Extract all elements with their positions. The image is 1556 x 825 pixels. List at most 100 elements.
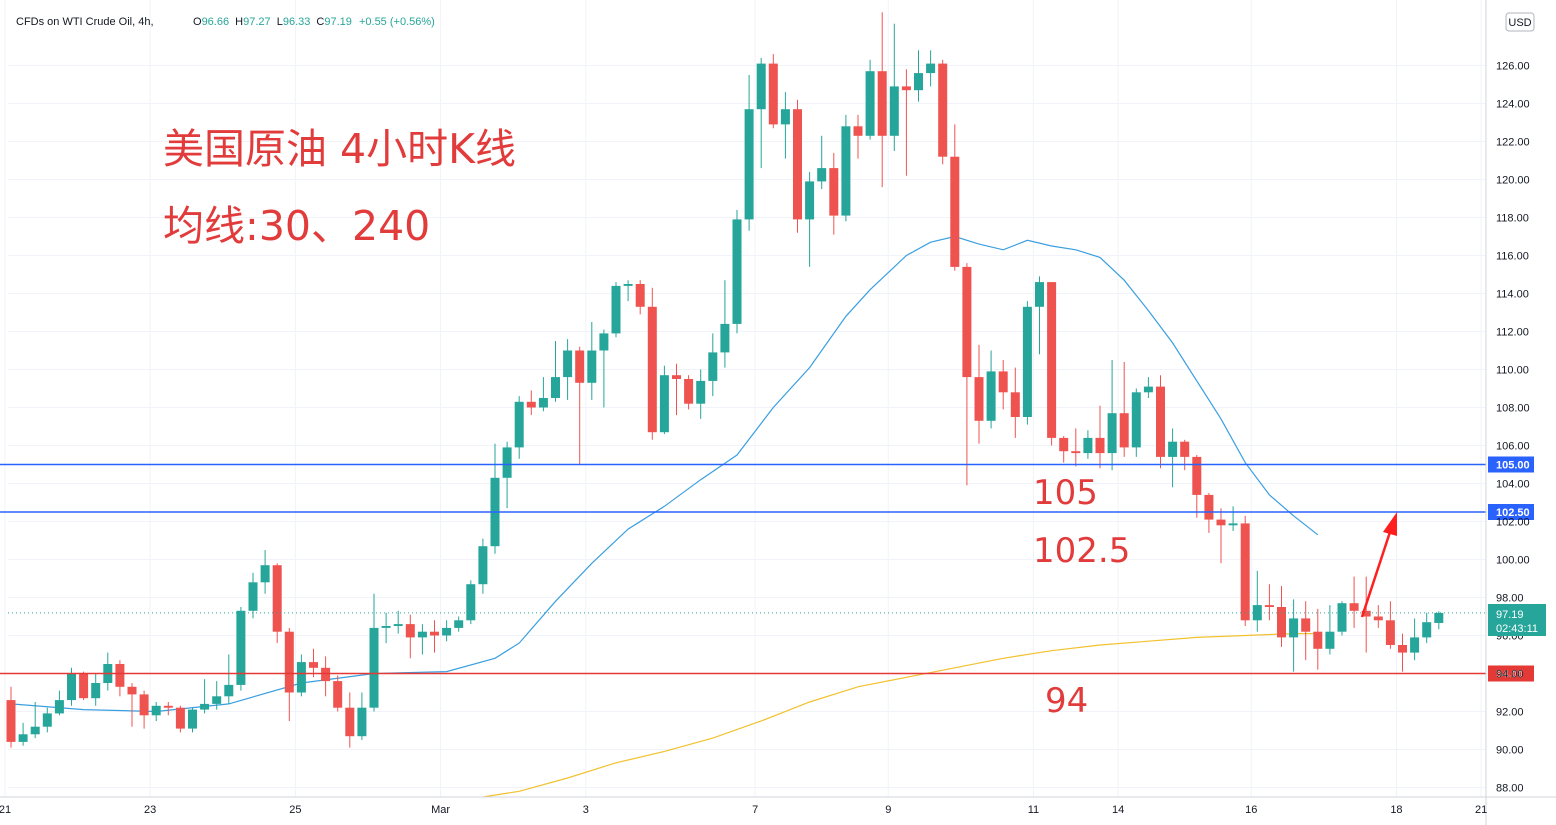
candle [1361,576,1371,653]
candle-body [1168,441,1178,457]
price-tick-label: 94.00 [1496,669,1524,681]
level-tag-bg [1488,504,1534,520]
candle-body [454,620,464,628]
legend: CFDs on WTI Crude Oil, 4h, O96.66 H97.27… [16,16,435,28]
candle-body [623,284,633,286]
candle-body [442,627,452,636]
candle-body [889,86,899,136]
price-tick-label: 114.00 [1496,289,1529,301]
candle [1422,612,1432,644]
candle [914,50,923,102]
legend-high-value: 97.27 [243,16,271,28]
candle [236,607,246,691]
candle-body [744,109,754,220]
candle [188,707,197,733]
candle [526,390,536,416]
candle-body [551,377,560,398]
candle-body [357,707,367,737]
candle [1216,508,1226,564]
candle [1277,586,1286,647]
candle-body [1361,610,1371,617]
candle-body [284,631,294,693]
candle [599,329,609,408]
candle-body [260,565,270,583]
candle-body [563,350,573,378]
candle [1047,282,1057,446]
candle-body [684,379,694,404]
candle [357,692,367,740]
candle-body [188,709,197,729]
candle-body [986,371,996,421]
candle [127,683,137,727]
candle [272,563,282,644]
currency-badge[interactable]: USD [1508,17,1531,29]
current-price-value: 97.19 [1496,609,1524,621]
candle-body [1010,392,1020,417]
candle-body [1373,616,1383,621]
candle [1168,428,1178,488]
candle [115,660,125,697]
price-tick-label: 102.00 [1496,517,1530,529]
candle [926,50,936,87]
candle [54,690,64,716]
candle [1204,493,1214,533]
candle-body [1119,413,1129,448]
price-axis[interactable]: 88.0090.0092.0094.0096.0098.00100.00102.… [1496,61,1530,795]
time-tick-label: 21 [0,804,11,816]
candle-body [1252,605,1262,621]
horizontal-levels[interactable]: 105.00 102.50 94.00 [0,456,1534,682]
candle [756,57,766,169]
legend-close-value: 97.19 [324,16,352,28]
candle [369,593,379,712]
candle-body [333,681,343,708]
candle [672,363,681,416]
time-tick-label: 21 [1475,804,1487,816]
candle [163,702,173,716]
candle-body [417,631,427,638]
candle-body [1071,451,1081,454]
candle [393,610,403,634]
candle-body [1204,494,1214,520]
candle [1289,599,1299,672]
candle [950,124,960,271]
candle [1410,618,1420,661]
time-axis[interactable]: 21 23 25 Mar 3 7 9 11 14 16 18 21 [0,804,1487,816]
candle [841,114,851,222]
candle [1252,570,1262,632]
candle [805,171,815,267]
candle [91,673,101,706]
level-tag-bg [1488,665,1534,682]
candle-body [962,266,972,378]
candle [1313,608,1323,670]
candle [1337,601,1347,636]
annotation-ma-note: 均线:30、240 [163,202,430,250]
candle [563,339,573,400]
candle [1325,605,1335,655]
annotation-94: 94 [1045,681,1088,721]
candle-body [1143,386,1153,393]
candle [780,92,790,159]
candle [466,580,476,625]
candle-body [1313,631,1323,649]
candle-body [1228,523,1238,526]
currency-badge-bg[interactable] [1505,12,1535,32]
candle-body [79,673,89,699]
candle [551,341,560,402]
candle-body [1180,441,1190,457]
legend-high-key: H [235,16,243,28]
candle [103,652,113,691]
candle-body [1325,631,1335,649]
candle-body [1216,519,1226,526]
candle [1022,301,1032,425]
candle [998,360,1008,410]
candle [696,369,706,419]
candle-body [865,71,875,136]
candle-body [91,683,101,699]
candle [744,75,754,231]
candle-body [526,401,536,408]
candle [345,692,355,748]
candle [151,702,161,721]
candle-body [1289,618,1299,638]
candle [1398,633,1407,672]
